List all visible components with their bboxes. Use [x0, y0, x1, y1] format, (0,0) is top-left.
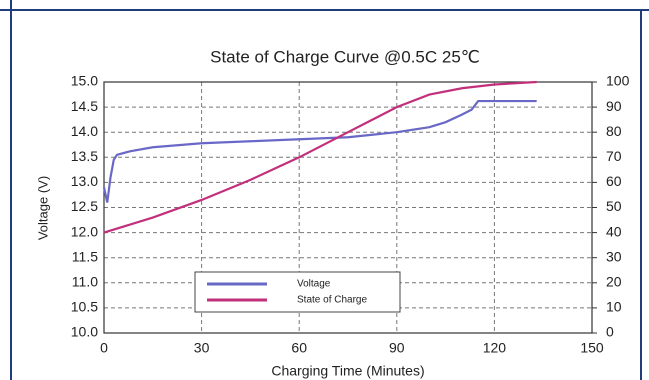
- y-tick-label: 12.5: [71, 198, 98, 214]
- y2-tick-label: 100: [606, 73, 630, 89]
- y-tick-label: 15.0: [71, 73, 98, 89]
- y2-tick-label: 80: [606, 123, 622, 139]
- legend-label: State of Charge: [297, 295, 367, 306]
- x-tick-label: 30: [194, 340, 210, 356]
- y2-tick-label: 70: [606, 148, 622, 164]
- y-tick-label: 13.5: [71, 148, 98, 164]
- y2-tick-label: 0: [606, 324, 614, 340]
- y-tick-label: 14.5: [71, 98, 98, 114]
- x-tick-label: 150: [580, 340, 604, 356]
- x-tick-label: 0: [100, 340, 108, 356]
- y2-tick-label: 20: [606, 274, 622, 290]
- chart-title: State of Charge Curve @0.5C 25℃: [210, 47, 480, 66]
- y-tick-label: 10.0: [71, 324, 98, 340]
- line-series: [102, 99, 537, 203]
- y2-tick-label: 40: [606, 223, 622, 239]
- y2-tick-label: 30: [606, 248, 622, 264]
- y2-tick-label: 50: [606, 198, 622, 214]
- y-tick-label: 13.0: [71, 173, 98, 189]
- plot-frame: [103, 81, 593, 334]
- y-tick-label: 14.0: [71, 123, 98, 139]
- y-tick-label: 12.0: [71, 223, 98, 239]
- x-axis-title: Charging Time (Minutes): [271, 363, 424, 379]
- y-tick-label: 10.5: [71, 299, 98, 315]
- y-tick-label: 11.5: [72, 248, 98, 264]
- x-tick-label: 60: [291, 340, 307, 356]
- y2-tick-label: 60: [606, 173, 622, 189]
- line-series: [103, 80, 537, 234]
- y-axis-title: Voltage (V): [35, 176, 50, 240]
- legend-label: Voltage: [297, 279, 331, 290]
- y2-tick-label: 10: [606, 299, 622, 315]
- legend-box: [194, 271, 401, 313]
- y-tick-label: 11.0: [72, 274, 98, 290]
- x-tick-label: 90: [389, 340, 405, 356]
- x-tick-label: 120: [483, 340, 507, 356]
- y2-tick-label: 90: [606, 98, 622, 114]
